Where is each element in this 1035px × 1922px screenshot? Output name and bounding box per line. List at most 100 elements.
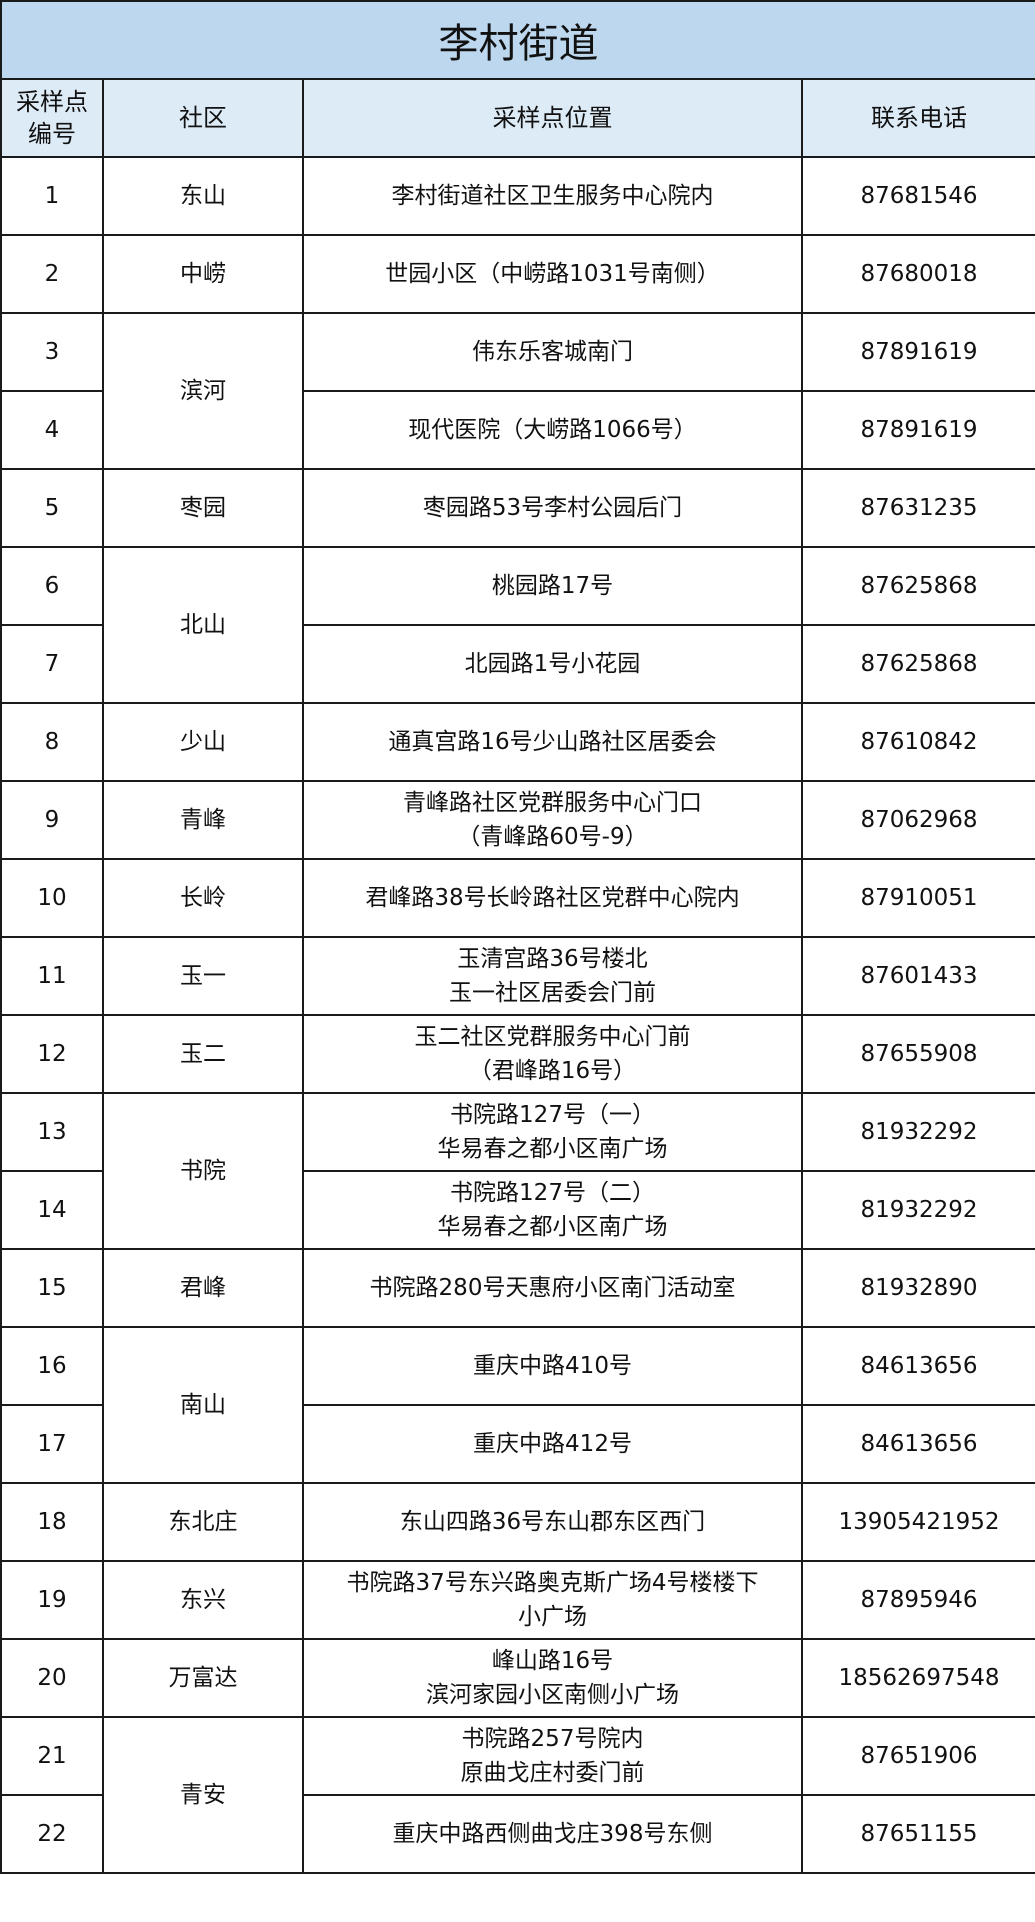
- table-row: 7 北园路1号小花园 87625868: [0, 624, 1035, 704]
- site-number-cell: 2: [0, 234, 104, 314]
- phone-cell: 13905421952: [801, 1482, 1035, 1562]
- phone-cell: 87910051: [801, 858, 1035, 938]
- table-body: 1 东山 李村街道社区卫生服务中心院内 87681546 2 中崂 世园小区（中崂路1031…: [0, 156, 1035, 1874]
- site-number-cell: 5: [0, 468, 104, 548]
- site-number-cell: 20: [0, 1638, 104, 1718]
- location-cell: 青峰路社区党群服务中心门口 （青峰路60号-9）: [302, 780, 803, 860]
- phone-cell: 87625868: [801, 624, 1035, 704]
- table-row: 1 东山 李村街道社区卫生服务中心院内 87681546: [0, 156, 1035, 236]
- site-number-cell: 14: [0, 1170, 104, 1250]
- table-row: 19 东兴 书院路37号东兴路奥克斯广场4号楼楼下 小广场 87895946: [0, 1560, 1035, 1640]
- table-row: 15 君峰 书院路280号天惠府小区南门活动室 81932890: [0, 1248, 1035, 1328]
- table-row: 4 现代医院（大崂路1066号） 87891619: [0, 390, 1035, 470]
- community-cell: 玉二: [102, 1014, 304, 1094]
- location-cell: 世园小区（中崂路1031号南侧）: [302, 234, 803, 314]
- table-row: 13 书院 书院路127号（一） 华易春之都小区南广场 81932292: [0, 1092, 1035, 1250]
- community-cell: 长岭: [102, 858, 304, 938]
- phone-cell: 87651906: [801, 1716, 1035, 1796]
- phone-cell: 87681546: [801, 156, 1035, 236]
- sampling-sites-table: 李村街道 采样点 编号 社区 采样点位置 联系电话 1 东山 李村街道社区卫生服务中…: [0, 0, 1035, 1874]
- community-cell: 东兴: [102, 1560, 304, 1640]
- site-number-cell: 16: [0, 1326, 104, 1406]
- phone-cell: 18562697548: [801, 1638, 1035, 1718]
- location-cell: 重庆中路412号: [302, 1404, 803, 1484]
- site-number-cell: 17: [0, 1404, 104, 1484]
- phone-cell: 87891619: [801, 312, 1035, 392]
- community-cell: 南山: [102, 1326, 304, 1484]
- table-row: 16 南山 重庆中路410号 84613656: [0, 1326, 1035, 1484]
- table-row: 5 枣园 枣园路53号李村公园后门 87631235: [0, 468, 1035, 548]
- header-site-number: 采样点 编号: [0, 78, 104, 158]
- location-cell: 玉二社区党群服务中心门前 （君峰路16号）: [302, 1014, 803, 1094]
- site-number-cell: 22: [0, 1794, 104, 1874]
- table-row: 20 万富达 峰山路16号 滨河家园小区南侧小广场 18562697548: [0, 1638, 1035, 1718]
- site-number-cell: 3: [0, 312, 104, 392]
- site-number-cell: 19: [0, 1560, 104, 1640]
- location-cell: 枣园路53号李村公园后门: [302, 468, 803, 548]
- location-cell: 君峰路38号长岭路社区党群中心院内: [302, 858, 803, 938]
- site-number-cell: 8: [0, 702, 104, 782]
- table-row: 18 东北庄 东山四路36号东山郡东区西门 13905421952: [0, 1482, 1035, 1562]
- phone-cell: 87891619: [801, 390, 1035, 470]
- community-cell: 滨河: [102, 312, 304, 470]
- phone-cell: 87625868: [801, 546, 1035, 626]
- community-cell: 青峰: [102, 780, 304, 860]
- site-number-cell: 11: [0, 936, 104, 1016]
- site-number-cell: 21: [0, 1716, 104, 1796]
- location-cell: 桃园路17号: [302, 546, 803, 626]
- location-cell: 峰山路16号 滨河家园小区南侧小广场: [302, 1638, 803, 1718]
- table-row: 9 青峰 青峰路社区党群服务中心门口 （青峰路60号-9） 87062968: [0, 780, 1035, 860]
- location-cell: 现代医院（大崂路1066号）: [302, 390, 803, 470]
- header-row: 采样点 编号 社区 采样点位置 联系电话: [0, 78, 1035, 158]
- table-row: 21 青安 书院路257号院内 原曲戈庄村委门前 87651906: [0, 1716, 1035, 1874]
- phone-cell: 87631235: [801, 468, 1035, 548]
- community-cell: 东山: [102, 156, 304, 236]
- community-cell: 玉一: [102, 936, 304, 1016]
- phone-cell: 87895946: [801, 1560, 1035, 1640]
- site-number-cell: 10: [0, 858, 104, 938]
- site-number-cell: 18: [0, 1482, 104, 1562]
- location-cell: 书院路127号（一） 华易春之都小区南广场: [302, 1092, 803, 1172]
- table-row: 14 书院路127号（二） 华易春之都小区南广场 81932292: [0, 1170, 1035, 1250]
- header-phone: 联系电话: [801, 78, 1035, 158]
- header-community: 社区: [102, 78, 304, 158]
- table-row: 22 重庆中路西侧曲戈庄398号东侧 87651155: [0, 1794, 1035, 1874]
- phone-cell: 87655908: [801, 1014, 1035, 1094]
- table-row: 12 玉二 玉二社区党群服务中心门前 （君峰路16号） 87655908: [0, 1014, 1035, 1094]
- phone-cell: 84613656: [801, 1326, 1035, 1406]
- location-cell: 通真宫路16号少山路社区居委会: [302, 702, 803, 782]
- phone-cell: 87651155: [801, 1794, 1035, 1874]
- phone-cell: 87610842: [801, 702, 1035, 782]
- community-cell: 书院: [102, 1092, 304, 1250]
- community-cell: 中崂: [102, 234, 304, 314]
- site-number-cell: 1: [0, 156, 104, 236]
- site-number-cell: 15: [0, 1248, 104, 1328]
- location-cell: 伟东乐客城南门: [302, 312, 803, 392]
- location-cell: 书院路127号（二） 华易春之都小区南广场: [302, 1170, 803, 1250]
- phone-cell: 81932890: [801, 1248, 1035, 1328]
- phone-cell: 87680018: [801, 234, 1035, 314]
- phone-cell: 87062968: [801, 780, 1035, 860]
- phone-cell: 81932292: [801, 1170, 1035, 1250]
- community-cell: 万富达: [102, 1638, 304, 1718]
- community-cell: 君峰: [102, 1248, 304, 1328]
- table-row: 8 少山 通真宫路16号少山路社区居委会 87610842: [0, 702, 1035, 782]
- location-cell: 重庆中路西侧曲戈庄398号东侧: [302, 1794, 803, 1874]
- table-row: 2 中崂 世园小区（中崂路1031号南侧） 87680018: [0, 234, 1035, 314]
- header-location: 采样点位置: [302, 78, 803, 158]
- location-cell: 书院路257号院内 原曲戈庄村委门前: [302, 1716, 803, 1796]
- table-row: 11 玉一 玉清宫路36号楼北 玉一社区居委会门前 87601433: [0, 936, 1035, 1016]
- site-number-cell: 4: [0, 390, 104, 470]
- community-cell: 东北庄: [102, 1482, 304, 1562]
- table-row: 17 重庆中路412号 84613656: [0, 1404, 1035, 1484]
- phone-cell: 84613656: [801, 1404, 1035, 1484]
- site-number-cell: 12: [0, 1014, 104, 1094]
- phone-cell: 87601433: [801, 936, 1035, 1016]
- community-cell: 北山: [102, 546, 304, 704]
- table-row: 6 北山 桃园路17号 87625868: [0, 546, 1035, 704]
- site-number-cell: 13: [0, 1092, 104, 1172]
- location-cell: 书院路280号天惠府小区南门活动室: [302, 1248, 803, 1328]
- phone-cell: 81932292: [801, 1092, 1035, 1172]
- location-cell: 重庆中路410号: [302, 1326, 803, 1406]
- table-row: 3 滨河 伟东乐客城南门 87891619: [0, 312, 1035, 470]
